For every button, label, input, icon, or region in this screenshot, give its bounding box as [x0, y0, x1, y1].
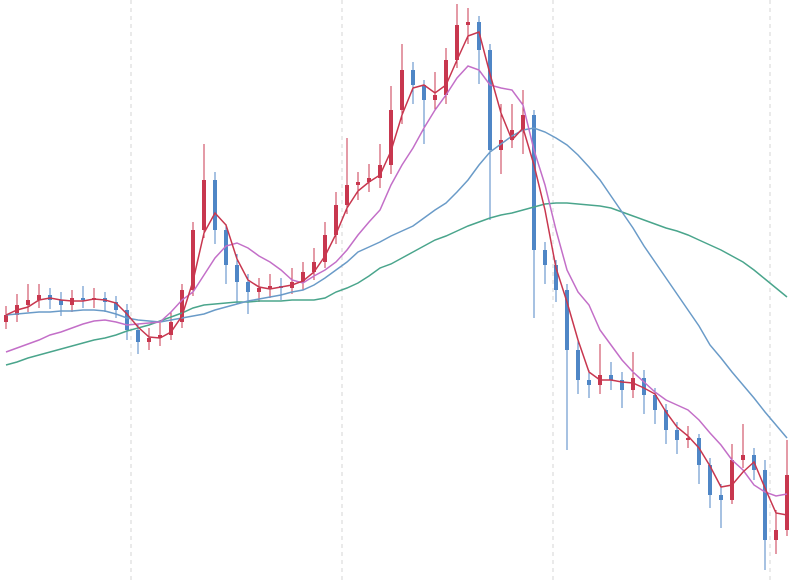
moving-average-lines — [5, 31, 788, 516]
candle-body — [576, 350, 580, 380]
candle-body — [554, 265, 558, 290]
candle-body — [147, 338, 151, 342]
candle-body — [653, 395, 657, 410]
candle-body — [433, 95, 437, 100]
candle-body — [466, 22, 470, 25]
candle-body — [532, 115, 536, 250]
candle-body — [477, 22, 481, 50]
candle-body — [367, 178, 371, 182]
candle-body — [246, 282, 250, 292]
candle-body — [400, 70, 404, 110]
candle-body — [785, 475, 789, 530]
candle-body — [389, 110, 393, 165]
candle-body — [631, 378, 635, 390]
candle-body — [213, 180, 217, 230]
candle-body — [708, 465, 712, 495]
candle-body — [312, 262, 316, 272]
candle-body — [763, 470, 767, 540]
candle-body — [565, 290, 569, 350]
candle-body — [158, 335, 162, 338]
candle-body — [774, 530, 778, 540]
candle-body — [444, 60, 448, 95]
candle-body — [609, 375, 613, 380]
candle-body — [488, 50, 492, 150]
candle-body — [37, 295, 41, 300]
candle-body — [730, 460, 734, 500]
candle-body — [543, 250, 547, 265]
candle-body — [664, 410, 668, 430]
candle-body — [356, 182, 360, 185]
candle-body — [411, 70, 415, 85]
candle-body — [510, 130, 514, 140]
candle-body — [521, 115, 525, 130]
candle-body — [719, 495, 723, 500]
candle-body — [268, 286, 272, 288]
candle-body — [334, 205, 338, 235]
candle-body — [224, 230, 228, 265]
candle-body — [587, 380, 591, 385]
candle-body — [697, 438, 701, 465]
candle-body — [378, 165, 382, 178]
candle-body — [620, 380, 624, 390]
candle-body — [180, 290, 184, 322]
candle-body — [26, 300, 30, 305]
moving-average-line — [5, 202, 788, 366]
candle-body — [422, 85, 426, 100]
candle-body — [499, 140, 503, 150]
candle-body — [675, 430, 679, 440]
candle-body — [136, 330, 140, 342]
moving-average-line — [5, 127, 788, 439]
moving-average-line — [5, 31, 788, 516]
candle-body — [191, 230, 195, 290]
candles — [4, 4, 789, 570]
candle-body — [257, 288, 261, 292]
candle-body — [59, 300, 63, 305]
candle-body — [169, 322, 173, 335]
candle-body — [125, 310, 129, 330]
candle-body — [455, 25, 459, 60]
candle-body — [345, 185, 349, 205]
candle-body — [81, 298, 85, 300]
candle-body — [642, 378, 646, 395]
candle-body — [301, 272, 305, 282]
candle-body — [4, 315, 8, 322]
candle-body — [741, 455, 745, 460]
candle-body — [686, 438, 690, 440]
candle-body — [202, 180, 206, 230]
candle-body — [235, 265, 239, 282]
candle-body — [114, 302, 118, 310]
candle-body — [323, 235, 327, 262]
